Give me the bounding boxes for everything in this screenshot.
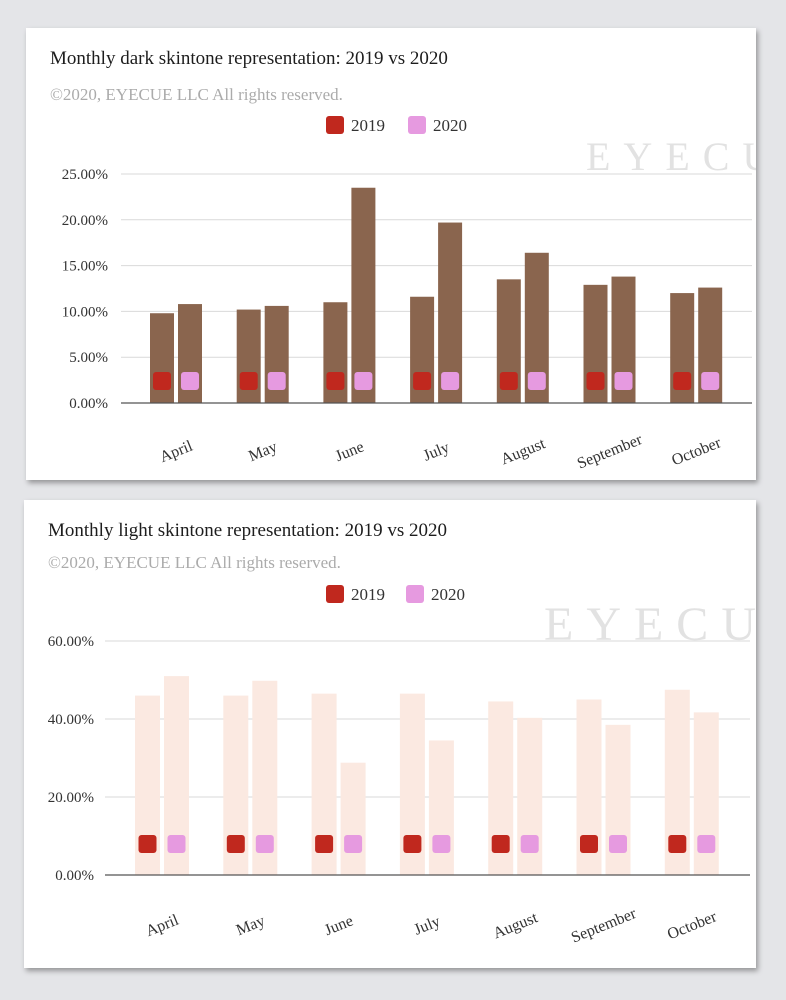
marker-2019-may xyxy=(226,835,245,853)
x-tick-label: October xyxy=(669,434,724,469)
chart-title: Monthly light skintone representation: 2… xyxy=(48,520,447,541)
legend-swatch-2020 xyxy=(408,116,426,134)
marker-2020-september xyxy=(609,835,627,853)
y-tick-label: 20.00% xyxy=(48,790,94,806)
y-tick-label: 0.00% xyxy=(69,396,108,412)
legend-swatch-2019 xyxy=(326,116,344,134)
marker-2020-july xyxy=(441,372,460,390)
y-tick-label: 40.00% xyxy=(48,712,94,728)
y-tick-label: 15.00% xyxy=(62,259,108,275)
x-tick-label: August xyxy=(498,435,548,468)
x-tick-label: July xyxy=(412,913,443,939)
bar-2020-june xyxy=(351,187,376,403)
marker-2019-june xyxy=(326,372,345,390)
y-tick-label: 5.00% xyxy=(69,350,108,366)
legend-swatch-2019 xyxy=(326,585,344,603)
marker-2019-august xyxy=(499,372,518,390)
marker-2019-april xyxy=(138,835,157,853)
marker-2019-october xyxy=(673,372,692,390)
bar-2020-july xyxy=(428,740,454,875)
x-tick-label: June xyxy=(322,912,356,939)
x-tick-label: October xyxy=(665,908,720,943)
x-tick-label: May xyxy=(246,438,280,465)
marker-2020-august xyxy=(520,835,539,853)
marker-2020-may xyxy=(255,835,274,853)
marker-2019-august xyxy=(491,835,510,853)
marker-2020-october xyxy=(697,835,716,853)
legend-label-2019: 2019 xyxy=(351,116,385,135)
marker-2020-june xyxy=(344,835,363,853)
marker-2020-april xyxy=(181,372,199,390)
light-skintone-bar-chart: EYECUE 2019 2020 0.00% 20.00% 40.00% 60.00% Apr… xyxy=(48,585,756,947)
legend-swatch-2020 xyxy=(406,585,424,603)
x-tick-label: September xyxy=(575,431,645,473)
copyright-notice: ©2020, EYECUE LLC All rights reserved. xyxy=(50,85,343,104)
legend-label-2020: 2020 xyxy=(431,585,465,604)
watermark-logo: EYECUE xyxy=(586,134,756,179)
x-tick-label: June xyxy=(333,438,367,465)
marker-2019-october xyxy=(668,835,687,853)
marker-2020-september xyxy=(614,372,633,390)
marker-2019-june xyxy=(315,835,334,853)
dark-skintone-chart-card: Monthly dark skintone representation: 20… xyxy=(26,28,756,480)
marker-2020-june xyxy=(354,372,373,390)
marker-2019-july xyxy=(413,372,432,390)
y-tick-label: 20.00% xyxy=(62,213,108,229)
y-tick-label: 60.00% xyxy=(48,634,94,650)
marker-2020-july xyxy=(432,835,451,853)
marker-2019-april xyxy=(153,372,171,390)
dark-skintone-bar-chart: EYECUE 2019 2020 0.00% 5.00% 10.00% 15.00% 20.0… xyxy=(62,116,756,473)
x-tick-label: April xyxy=(143,911,181,940)
marker-2019-may xyxy=(239,372,258,390)
legend-label-2020: 2020 xyxy=(433,116,467,135)
y-tick-label: 0.00% xyxy=(55,868,94,884)
legend-label-2019: 2019 xyxy=(351,585,385,604)
y-tick-label: 25.00% xyxy=(62,167,108,183)
marker-2019-july xyxy=(403,835,422,853)
marker-2020-may xyxy=(267,372,286,390)
marker-2020-april xyxy=(167,835,186,853)
chart-title: Monthly dark skintone representation: 20… xyxy=(50,48,448,69)
x-tick-label: July xyxy=(421,439,452,465)
x-tick-label: August xyxy=(491,909,541,942)
marker-2020-october xyxy=(701,372,720,390)
x-tick-label: April xyxy=(157,437,195,466)
light-skintone-chart-card: Monthly light skintone representation: 2… xyxy=(24,500,756,968)
bar-2020-june xyxy=(340,762,366,875)
marker-2019-september xyxy=(580,835,598,853)
x-tick-label: May xyxy=(234,912,268,939)
marker-2019-september xyxy=(586,372,605,390)
copyright-notice: ©2020, EYECUE LLC All rights reserved. xyxy=(48,553,341,572)
y-tick-label: 10.00% xyxy=(62,304,108,320)
x-tick-label: September xyxy=(569,905,639,947)
watermark-logo: EYECUE xyxy=(544,598,756,651)
marker-2020-august xyxy=(527,372,546,390)
